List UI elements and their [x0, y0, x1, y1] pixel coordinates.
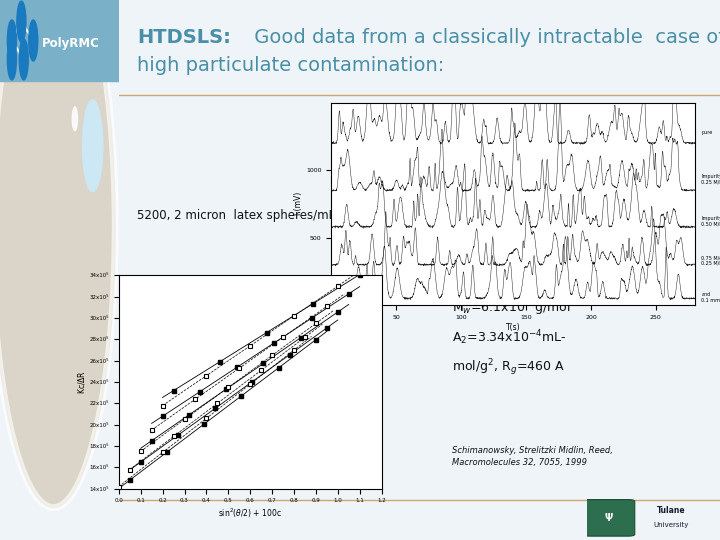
- Text: pure: pure: [701, 130, 713, 135]
- Text: University: University: [653, 522, 689, 528]
- Circle shape: [83, 100, 103, 192]
- Text: Good data from a classically intractable  case of: Good data from a classically intractable…: [248, 28, 720, 48]
- Circle shape: [19, 39, 28, 80]
- Text: and
0.1 mm/L: and 0.1 mm/L: [701, 292, 720, 302]
- Text: M$_w$=6.1x10$^5$ g/mol: M$_w$=6.1x10$^5$ g/mol: [452, 298, 571, 318]
- Circle shape: [0, 0, 115, 508]
- Text: 0.75 M/d
0.25 M/L: 0.75 M/d 0.25 M/L: [701, 255, 720, 266]
- Y-axis label: Kc/$\Delta$R: Kc/$\Delta$R: [76, 370, 87, 394]
- Text: A$_2$=3.34x10$^{-4}$mL-: A$_2$=3.34x10$^{-4}$mL-: [452, 328, 567, 347]
- X-axis label: sin$^2$($\theta$/2) + 100c: sin$^2$($\theta$/2) + 100c: [218, 506, 282, 519]
- Text: 5200, 2 micron  latex spheres/mL: 5200, 2 micron latex spheres/mL: [137, 210, 335, 222]
- Text: Impurity
0.25 M/L: Impurity 0.25 M/L: [701, 174, 720, 185]
- X-axis label: T(s): T(s): [505, 322, 521, 332]
- Circle shape: [7, 39, 17, 80]
- Bar: [0, 0, 119, 81]
- Y-axis label: I (mV): I (mV): [294, 192, 303, 215]
- Text: Impurity
0.50 M/L: Impurity 0.50 M/L: [701, 216, 720, 227]
- Text: Schimanowsky, Strelitzki Midlin, Reed,
Macromolecules 32, 7055, 1999: Schimanowsky, Strelitzki Midlin, Reed, M…: [452, 446, 613, 467]
- Circle shape: [17, 1, 26, 42]
- Text: Tulane: Tulane: [657, 507, 685, 515]
- Circle shape: [72, 107, 78, 131]
- Text: high particulate contamination:: high particulate contamination:: [137, 56, 444, 76]
- Circle shape: [29, 20, 37, 61]
- Circle shape: [7, 20, 17, 61]
- Text: Ψ: Ψ: [605, 513, 613, 523]
- Text: mol/g$^2$, R$_g$=460 A: mol/g$^2$, R$_g$=460 A: [452, 357, 565, 377]
- Text: PolyRMC: PolyRMC: [42, 37, 100, 50]
- Text: HTDSLS:: HTDSLS:: [137, 28, 230, 48]
- FancyBboxPatch shape: [583, 500, 635, 536]
